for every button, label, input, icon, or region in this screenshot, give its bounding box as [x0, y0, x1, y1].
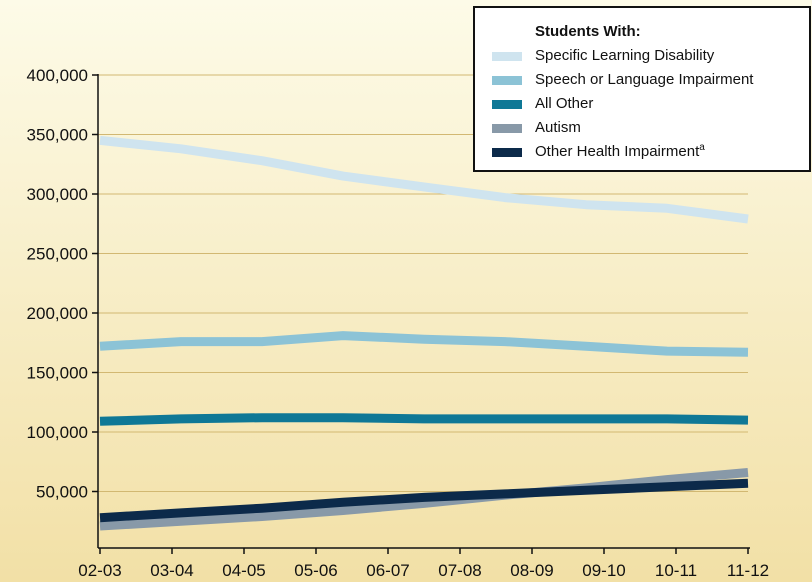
x-tick-label: 06-07 [366, 561, 409, 580]
x-tick-label: 07-08 [438, 561, 481, 580]
series-line-all-other [99, 413, 749, 426]
legend-item-label: Speech or Language Impairment [535, 71, 754, 88]
y-tick-label: 250,000 [27, 245, 88, 264]
legend-swatch [492, 52, 522, 61]
y-tick-label: 400,000 [27, 66, 88, 85]
series-line-specific-learning-disability [99, 135, 749, 224]
series-line-autism [99, 468, 749, 531]
legend-swatch [492, 76, 522, 85]
legend-box [473, 6, 811, 172]
legend-item-label: Autism [535, 119, 581, 136]
x-tick-label: 10-11 [655, 561, 697, 580]
y-tick-label: 50,000 [36, 483, 88, 502]
x-tick-label: 11-12 [727, 561, 769, 580]
y-tick-label: 200,000 [27, 304, 88, 323]
legend-title: Students With: [535, 23, 641, 40]
legend-item-label: Other Health Impairmenta [535, 142, 705, 160]
y-tick-label: 350,000 [27, 126, 88, 145]
axes: 50,000 100,000 150,000 200,000 250,000 300,00… [27, 66, 770, 580]
y-tick-label: 100,000 [27, 423, 88, 442]
y-tick-label: 150,000 [27, 364, 88, 383]
series-line-speech-or-language-impairment [99, 331, 749, 357]
x-tick-label: 05-06 [294, 561, 337, 580]
y-tick-label: 300,000 [27, 185, 88, 204]
legend-item-label: Specific Learning Disability [535, 47, 715, 64]
x-tick-label: 09-10 [582, 561, 625, 580]
x-tick-label: 04-05 [222, 561, 265, 580]
legend-item-label: All Other [535, 95, 593, 112]
legend-swatch [492, 100, 522, 109]
legend: Students With: Specific Learning Disabili… [473, 6, 811, 172]
legend-swatch [492, 148, 522, 157]
legend-superscript: a [699, 142, 705, 153]
x-tick-label: 08-09 [510, 561, 553, 580]
x-tick-label: 03-04 [150, 561, 193, 580]
series-line-other-health-impairment [99, 478, 749, 523]
legend-swatch [492, 124, 522, 133]
x-tick-label: 02-03 [78, 561, 121, 580]
series-lines [99, 135, 749, 531]
